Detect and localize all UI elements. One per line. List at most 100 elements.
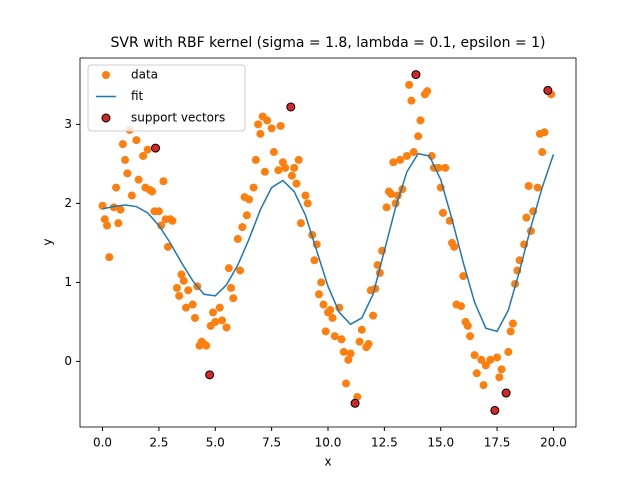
scatter-point — [459, 272, 468, 281]
scatter-point — [177, 270, 186, 279]
legend-label: fit — [131, 89, 144, 103]
scatter-point — [364, 340, 373, 349]
scatter-point — [389, 158, 398, 167]
scatter-point — [159, 177, 168, 186]
scatter-point — [267, 124, 276, 133]
scatter-point — [409, 148, 418, 157]
scatter-point — [222, 323, 231, 332]
scatter-point — [109, 203, 118, 212]
y-tick-label: 0 — [64, 354, 72, 368]
scatter-point — [188, 300, 197, 309]
legend-label: data — [131, 68, 158, 82]
scatter-point — [276, 121, 285, 130]
chart-title: SVR with RBF kernel (sigma = 1.8, lambda… — [111, 35, 546, 51]
x-tick-label: 10.0 — [315, 436, 342, 450]
scatter-point — [540, 128, 549, 137]
scatter-point — [466, 332, 475, 341]
scatter-point — [114, 219, 123, 228]
scatter-point — [486, 355, 495, 364]
scatter-point — [423, 87, 432, 96]
scatter-point — [148, 187, 157, 196]
scatter-point — [154, 207, 163, 216]
scatter-point — [326, 306, 335, 315]
scatter-point — [269, 148, 278, 157]
y-tick-label: 1 — [64, 275, 72, 289]
scatter-point — [229, 294, 238, 303]
scatter-point — [538, 148, 547, 157]
axes-frame — [79, 57, 577, 428]
scatter-point — [123, 169, 132, 178]
scatter-point — [139, 151, 148, 160]
scatter-point — [317, 278, 326, 287]
x-tick-label: 12.5 — [371, 436, 398, 450]
scatter-point — [294, 155, 303, 164]
scatter-point — [441, 163, 450, 172]
scatter-point — [263, 116, 272, 125]
scatter-point — [168, 216, 177, 225]
legend-label: support vectors — [131, 111, 225, 125]
scatter-point — [211, 317, 220, 326]
x-tick-label: 15.0 — [427, 436, 454, 450]
scatter-point — [357, 325, 366, 334]
x-tick-label: 2.5 — [149, 436, 168, 450]
scatter-point — [319, 300, 328, 309]
scatter-point — [236, 266, 245, 275]
scatter-point — [387, 189, 396, 198]
scatter-point — [457, 302, 466, 311]
scatter-point — [493, 353, 502, 362]
scatter-point — [533, 183, 542, 192]
scatter-point — [209, 308, 218, 317]
scatter-point — [112, 183, 121, 192]
scatter-point — [287, 171, 296, 180]
scatter-point — [205, 370, 215, 380]
scatter-point — [481, 361, 490, 370]
scatter-point — [402, 151, 411, 160]
scatter-point — [339, 347, 348, 356]
scatter-point — [290, 163, 299, 172]
scatter-point — [121, 155, 130, 164]
scatter-point — [470, 351, 479, 360]
y-tick-label: 3 — [64, 117, 72, 131]
scatter-point — [328, 313, 337, 322]
scatter-point — [105, 253, 114, 262]
scatter-point — [382, 203, 391, 212]
y-axis-label: y — [41, 238, 55, 245]
scatter-point — [524, 182, 533, 191]
scatter-point — [337, 335, 346, 344]
scatter-point — [405, 80, 414, 89]
legend-box — [87, 64, 246, 132]
scatter-point — [369, 311, 378, 320]
scatter-point — [344, 355, 353, 364]
scatter-point — [416, 116, 425, 125]
scatter-point — [350, 398, 360, 408]
scatter-point — [479, 381, 488, 390]
scatter-point — [274, 166, 283, 175]
scatter-point — [346, 349, 355, 358]
legend-marker — [102, 71, 110, 79]
scatter-point — [249, 183, 258, 192]
scatter-point — [127, 191, 136, 200]
scatter-point — [118, 140, 127, 149]
scatter-point — [132, 136, 141, 145]
scatter-point — [151, 143, 161, 153]
scatter-point — [396, 155, 405, 164]
scatter-point — [450, 242, 459, 251]
scatter-point — [438, 208, 447, 217]
scatter-point — [254, 120, 263, 129]
scatter-point — [242, 211, 251, 220]
scatter-point — [100, 215, 109, 224]
y-tick-label: 2 — [64, 196, 72, 210]
scatter-point — [286, 102, 296, 112]
scatter-point — [495, 373, 504, 382]
scatter-point — [490, 405, 500, 415]
scatter-point — [134, 175, 143, 184]
scatter-point — [355, 337, 364, 346]
scatter-point — [227, 283, 236, 292]
scatter-point — [233, 234, 242, 243]
x-tick-label: 7.5 — [262, 436, 281, 450]
scatter-point — [103, 221, 112, 230]
scatter-point — [181, 303, 190, 312]
scatter-point — [472, 369, 481, 378]
scatter-point — [292, 179, 301, 188]
